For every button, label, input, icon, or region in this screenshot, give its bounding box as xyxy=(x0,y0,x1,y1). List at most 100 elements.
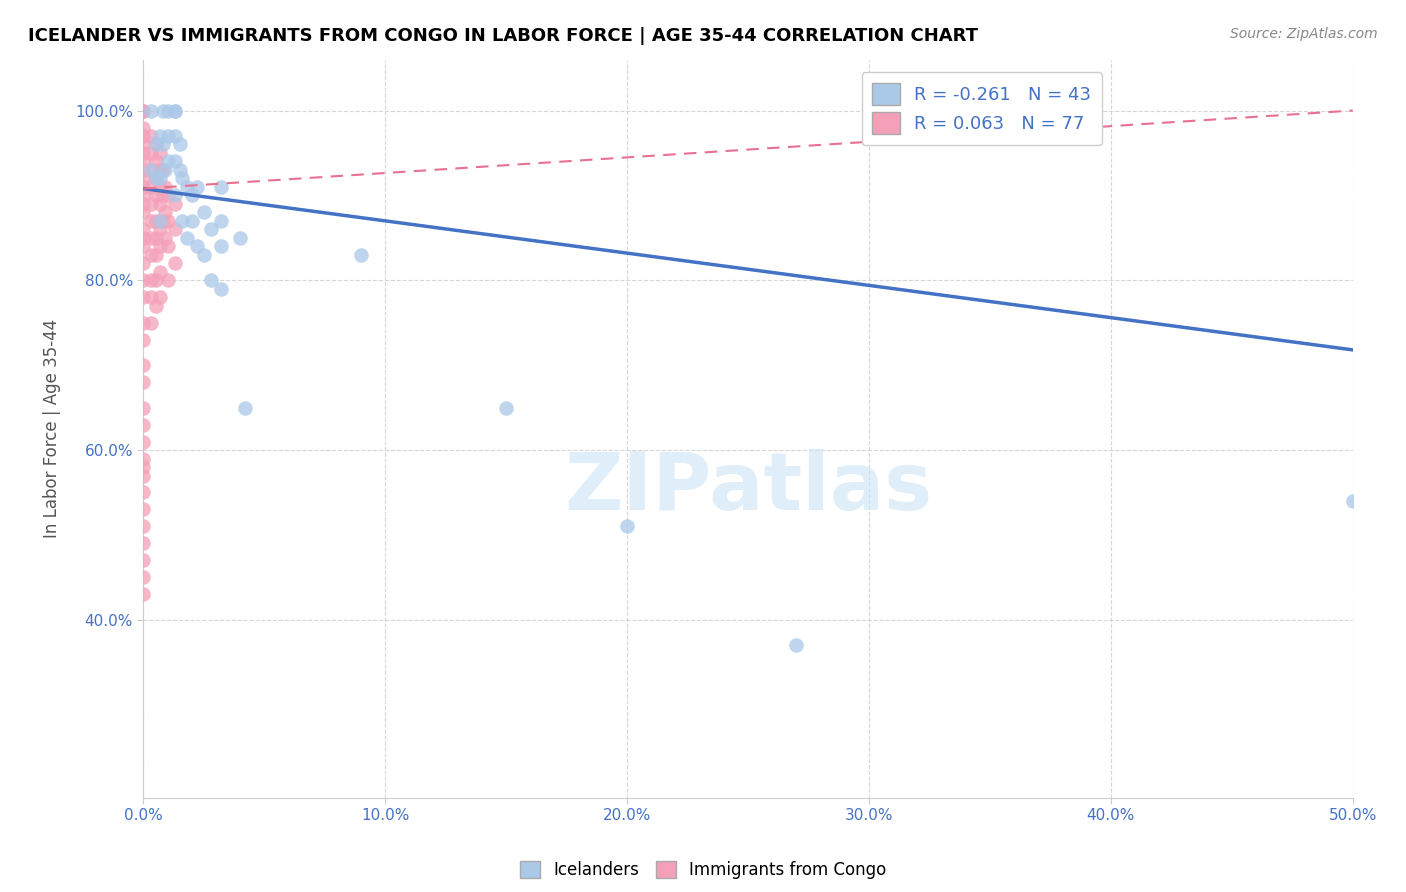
Point xyxy=(132,570,155,584)
Point xyxy=(163,103,186,118)
Point xyxy=(156,188,179,202)
Point xyxy=(149,239,172,253)
Point xyxy=(132,205,155,219)
Point xyxy=(163,188,186,202)
Point xyxy=(139,163,162,178)
Point xyxy=(163,256,186,270)
Point xyxy=(132,231,155,245)
Point xyxy=(139,273,162,287)
Point xyxy=(132,188,155,202)
Point xyxy=(152,137,174,152)
Point xyxy=(176,180,198,194)
Point xyxy=(132,197,155,211)
Point xyxy=(145,171,167,186)
Point xyxy=(132,137,155,152)
Point xyxy=(145,231,167,245)
Point xyxy=(200,222,222,236)
Point xyxy=(149,265,172,279)
Point xyxy=(145,154,167,169)
Point xyxy=(132,256,155,270)
Point xyxy=(149,171,172,186)
Point xyxy=(139,163,162,178)
Point xyxy=(132,316,155,330)
Point xyxy=(193,248,215,262)
Point xyxy=(163,128,186,143)
Point xyxy=(132,154,155,169)
Point xyxy=(132,163,155,178)
Point xyxy=(132,103,155,118)
Point xyxy=(132,417,155,432)
Point xyxy=(149,128,172,143)
Point xyxy=(152,188,174,202)
Point xyxy=(163,103,186,118)
Point xyxy=(785,638,807,652)
Point xyxy=(156,154,179,169)
Point xyxy=(186,180,208,194)
Point xyxy=(132,375,155,389)
Point xyxy=(233,401,256,415)
Point xyxy=(153,163,176,178)
Point xyxy=(132,222,155,236)
Point xyxy=(200,273,222,287)
Point xyxy=(156,214,179,228)
Point xyxy=(209,180,232,194)
Point xyxy=(152,163,174,178)
Point xyxy=(139,197,162,211)
Point xyxy=(149,180,172,194)
Point xyxy=(153,205,176,219)
Point xyxy=(132,460,155,475)
Point xyxy=(350,248,373,262)
Point xyxy=(145,188,167,202)
Point xyxy=(132,434,155,449)
Point xyxy=(149,145,172,160)
Point xyxy=(180,214,202,228)
Point xyxy=(149,222,172,236)
Point xyxy=(132,128,155,143)
Legend: R = -0.261   N = 43, R = 0.063   N = 77: R = -0.261 N = 43, R = 0.063 N = 77 xyxy=(862,72,1102,145)
Point xyxy=(495,401,517,415)
Point xyxy=(163,222,186,236)
Point xyxy=(145,171,167,186)
Point xyxy=(132,485,155,500)
Point xyxy=(229,231,252,245)
Point xyxy=(149,197,172,211)
Point xyxy=(180,188,202,202)
Point xyxy=(139,128,162,143)
Point xyxy=(132,401,155,415)
Point xyxy=(209,239,232,253)
Point xyxy=(186,239,208,253)
Text: Source: ZipAtlas.com: Source: ZipAtlas.com xyxy=(1230,27,1378,41)
Point xyxy=(193,205,215,219)
Point xyxy=(209,282,232,296)
Point xyxy=(145,214,167,228)
Point xyxy=(132,103,155,118)
Point xyxy=(132,290,155,304)
Point xyxy=(153,231,176,245)
Point xyxy=(616,519,638,533)
Point xyxy=(132,451,155,466)
Point xyxy=(132,587,155,601)
Point xyxy=(139,316,162,330)
Point xyxy=(145,137,167,152)
Point xyxy=(139,103,162,118)
Point xyxy=(149,163,172,178)
Point xyxy=(176,231,198,245)
Point xyxy=(132,468,155,483)
Point xyxy=(156,128,179,143)
Point xyxy=(169,163,191,178)
Point xyxy=(145,299,167,313)
Point xyxy=(145,273,167,287)
Point xyxy=(1341,494,1364,508)
Point xyxy=(172,214,194,228)
Point xyxy=(163,154,186,169)
Point xyxy=(139,290,162,304)
Text: ZIPatlas: ZIPatlas xyxy=(564,449,932,527)
Point xyxy=(132,180,155,194)
Point xyxy=(139,214,162,228)
Point xyxy=(132,145,155,160)
Point xyxy=(132,273,155,287)
Point xyxy=(132,333,155,347)
Point xyxy=(149,290,172,304)
Point xyxy=(169,137,191,152)
Point xyxy=(156,103,179,118)
